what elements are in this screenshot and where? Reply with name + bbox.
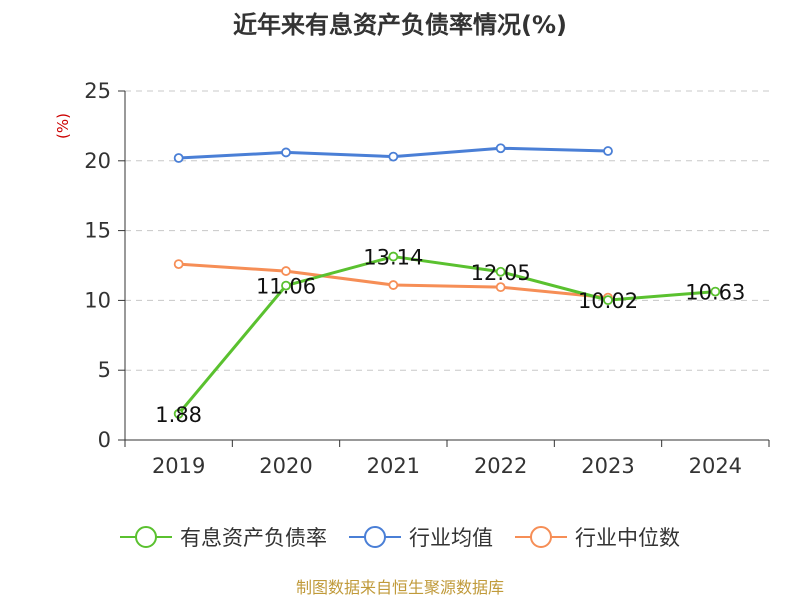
data-point <box>173 408 184 419</box>
axes: 0 5 10 15 20 25 2019 2020 2021 2022 2023 2024 <box>84 79 770 478</box>
y-tick-label: 15 <box>84 219 111 243</box>
data-point <box>603 295 613 306</box>
y-tick-label: 20 <box>84 149 111 173</box>
x-tick-label: 2021 <box>367 454 420 478</box>
data-point <box>173 153 184 163</box>
data-point <box>495 143 506 154</box>
y-tick-label: 10 <box>84 288 111 312</box>
x-tick-label: 2023 <box>581 454 634 478</box>
x-tick-label: 2020 <box>259 454 312 478</box>
data-point <box>173 259 184 270</box>
grid-lines <box>125 90 769 371</box>
series-line <box>177 255 716 415</box>
data-label: 10.63 <box>685 281 745 305</box>
data-point <box>603 146 613 156</box>
x-tick-label: 2019 <box>152 454 205 478</box>
data-point <box>281 266 291 276</box>
legend-marker-icon <box>530 526 552 548</box>
x-tick-label: 2024 <box>689 454 742 478</box>
data-point <box>388 280 399 290</box>
data-labels: 1.88 11.06 13.14 12.05 10.02 10.63 <box>155 246 745 427</box>
data-point <box>710 286 721 297</box>
legend-marker-icon <box>135 526 157 548</box>
data-label: 13.14 <box>363 246 423 270</box>
data-point <box>281 280 291 291</box>
data-point <box>495 282 506 293</box>
y-tick-label: 5 <box>98 358 111 382</box>
legend: 有息资产负债率 行业均值 行业中位数 <box>120 526 680 550</box>
x-tick-label: 2022 <box>474 454 527 478</box>
data-label: 12.05 <box>471 261 531 285</box>
source-note: 制图数据来自恒生聚源数据库 <box>296 578 504 597</box>
legend-label: 有息资产负债率 <box>180 526 327 550</box>
legend-label: 行业均值 <box>409 526 493 550</box>
y-tick-label: 0 <box>98 428 111 452</box>
series-layer <box>173 143 721 419</box>
data-point <box>281 147 291 158</box>
data-point <box>495 266 506 277</box>
data-label: 1.88 <box>155 403 202 427</box>
data-point <box>388 251 399 262</box>
data-label: 10.02 <box>578 289 638 313</box>
data-label: 11.06 <box>256 275 316 299</box>
y-axis-unit: (%) <box>54 113 72 139</box>
chart-title: 近年来有息资产负债率情况(%) <box>233 11 567 39</box>
legend-marker-icon <box>364 526 386 548</box>
legend-label: 行业中位数 <box>575 526 680 550</box>
y-tick-label: 25 <box>84 79 111 103</box>
data-point <box>388 151 399 162</box>
